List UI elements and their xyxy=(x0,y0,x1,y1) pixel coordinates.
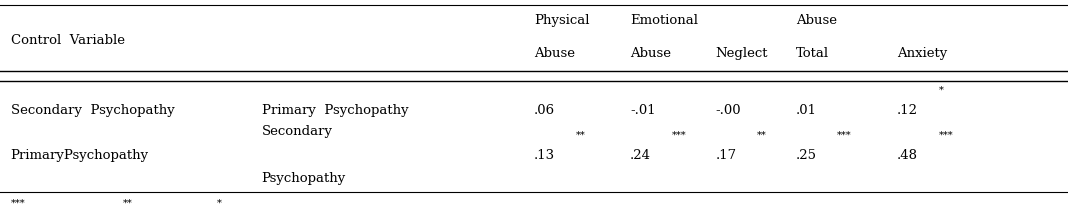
Text: Control  Variable: Control Variable xyxy=(11,34,125,47)
Text: Emotional: Emotional xyxy=(630,14,698,27)
Text: **: ** xyxy=(123,197,132,204)
Text: .17: .17 xyxy=(716,149,737,162)
Text: Psychopathy: Psychopathy xyxy=(262,171,346,184)
Text: .06: .06 xyxy=(534,104,555,117)
Text: .24: .24 xyxy=(630,149,651,162)
Text: Abuse: Abuse xyxy=(630,47,671,60)
Text: Abuse: Abuse xyxy=(534,47,575,60)
Text: .01: .01 xyxy=(796,104,817,117)
Text: Abuse: Abuse xyxy=(796,14,836,27)
Text: .25: .25 xyxy=(796,149,817,162)
Text: Total: Total xyxy=(796,47,829,60)
Text: Primary  Psychopathy: Primary Psychopathy xyxy=(262,104,408,117)
Text: Secondary  Psychopathy: Secondary Psychopathy xyxy=(11,104,174,117)
Text: -.01: -.01 xyxy=(630,104,656,117)
Text: .13: .13 xyxy=(534,149,555,162)
Text: Anxiety: Anxiety xyxy=(897,47,947,60)
Text: *: * xyxy=(218,197,222,204)
Text: ***: *** xyxy=(837,130,852,139)
Text: ***: *** xyxy=(672,130,687,139)
Text: ***: *** xyxy=(11,197,26,204)
Text: ***: *** xyxy=(939,130,954,139)
Text: Physical: Physical xyxy=(534,14,590,27)
Text: **: ** xyxy=(576,130,585,139)
Text: .48: .48 xyxy=(897,149,918,162)
Text: -.00: -.00 xyxy=(716,104,741,117)
Text: *: * xyxy=(939,85,944,94)
Text: Secondary: Secondary xyxy=(262,124,332,137)
Text: .12: .12 xyxy=(897,104,918,117)
Text: **: ** xyxy=(757,130,767,139)
Text: Neglect: Neglect xyxy=(716,47,768,60)
Text: PrimaryPsychopathy: PrimaryPsychopathy xyxy=(11,149,148,162)
